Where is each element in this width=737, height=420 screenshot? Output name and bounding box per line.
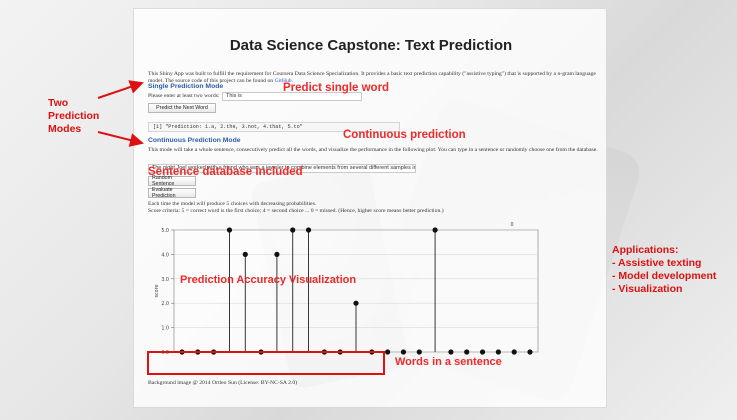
data-point <box>479 349 486 355</box>
annotation-two-modes: Two Prediction Modes <box>48 97 99 136</box>
annotation-two-modes-line1: Two <box>48 97 69 109</box>
intro-body: This Shiny App was built to fulfill the … <box>148 71 596 84</box>
applications-item-1: - Assistive texting <box>612 257 702 269</box>
single-mode-title: Single Prediction Mode <box>148 83 224 90</box>
evaluate-prediction-button[interactable]: Evaluate Prediction <box>148 187 196 199</box>
random-sentence-button[interactable]: Random Sentence <box>148 175 196 187</box>
data-point <box>274 251 280 257</box>
data-point <box>527 349 533 355</box>
annotation-two-modes-line2: Prediction <box>48 110 100 122</box>
annotation-words-in-sentence: Words in a sentence <box>395 356 502 368</box>
y-tick-label: 4.0 <box>161 252 169 258</box>
single-output-box: [1] "Prediction: 1.a, 2.the, 3.not, 4.th… <box>148 122 400 132</box>
continuous-description: This mode will take a whole sentence, co… <box>148 147 598 153</box>
single-mode-prompt: Please enter at least two words: <box>148 93 220 99</box>
intro-text: This Shiny App was built to fulfill the … <box>148 71 596 85</box>
applications-title: Applications: <box>612 244 679 256</box>
y-tick-label: 5.0 <box>161 228 169 234</box>
sentence-input-field[interactable]: The night Joel worked with a friend who … <box>148 164 416 173</box>
data-point <box>495 349 501 355</box>
y-axis-label: score <box>154 285 160 298</box>
y-tick-label: 3.0 <box>161 277 169 283</box>
words-highlight-box <box>147 351 385 375</box>
plot-top-label: 0 <box>510 222 513 228</box>
data-point <box>511 349 517 355</box>
data-point <box>416 349 422 355</box>
data-point <box>305 227 312 233</box>
annotation-prediction-accuracy: Prediction Accuracy Visualization <box>180 274 357 286</box>
data-point <box>226 227 233 233</box>
footer-credit: Background image @ 2014 Ortleo Sun (Lice… <box>148 380 298 386</box>
data-point <box>290 227 296 233</box>
prediction-accuracy-chart: 0.0 1.0 2.0 3.0 4.0 5.0 score 0 <box>154 222 539 356</box>
annotation-applications: Applications: - Assistive texting - Mode… <box>612 244 716 296</box>
predict-next-word-button[interactable]: Predict the Next Word <box>148 103 216 113</box>
data-point <box>448 349 454 355</box>
y-tick-label: 1.0 <box>161 326 169 332</box>
annotation-sentence-database: Sentence database included <box>148 166 303 178</box>
data-point <box>464 349 470 355</box>
single-input-field[interactable]: This is <box>222 92 362 101</box>
data-point <box>385 349 391 355</box>
applications-item-3: - Visualization <box>612 283 683 295</box>
applications-item-2: - Model development <box>612 270 717 282</box>
data-point <box>400 349 407 355</box>
github-link[interactable]: GitHub. <box>274 78 294 84</box>
data-point <box>432 227 438 233</box>
data-point <box>242 251 248 257</box>
y-tick-label: 0.0 <box>161 350 169 356</box>
page-title: Data Science Capstone: Text Prediction <box>229 37 513 54</box>
annotation-continuous-prediction: Continuous prediction <box>343 129 466 141</box>
note-score-criteria: Score criteria: 5 = correct word is the … <box>148 208 444 214</box>
data-point <box>353 300 359 306</box>
y-tick-label: 2.0 <box>161 301 169 307</box>
annotation-predict-single-word: Predict single word <box>283 82 390 94</box>
note-choices: Each time the model will produce 5 choic… <box>148 201 317 207</box>
app-panel: Data Science Capstone: Text Prediction T… <box>133 8 607 408</box>
annotation-two-modes-line3: Modes <box>48 123 82 135</box>
continuous-mode-title: Continuous Prediction Mode <box>148 137 241 144</box>
